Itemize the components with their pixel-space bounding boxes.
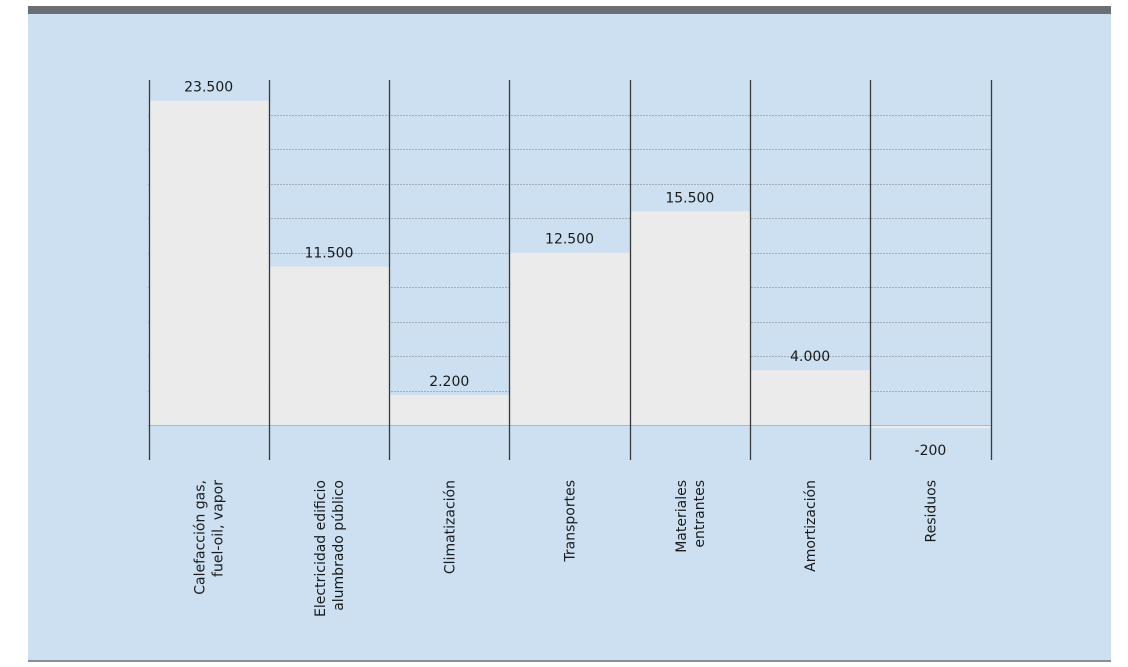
value-label: 15.500 (665, 190, 714, 206)
category-label: Transportes (563, 480, 579, 563)
category-label-line: Transportes (563, 480, 579, 563)
bar (871, 425, 991, 429)
bar (390, 395, 510, 426)
category-label: Amortización (803, 480, 819, 572)
category-label-line: Residuos (923, 480, 939, 543)
category-label: Electricidad edificio alumbrado público (313, 480, 347, 617)
category-label: Calefacción gas, fuel-oil, vapor (193, 480, 227, 595)
top-rule (28, 6, 1111, 14)
category-label-line: Electricidad edificio (313, 480, 329, 617)
category-label-line: Calefacción gas, (193, 480, 209, 595)
bar (510, 252, 630, 426)
value-label: 11.500 (304, 246, 353, 262)
bar (751, 370, 871, 426)
bar (630, 211, 750, 426)
column-dividers (148, 80, 993, 460)
category-label-line: Climatización (442, 480, 458, 574)
value-label: 2.200 (429, 374, 469, 390)
category-label-line: Materiales (674, 480, 690, 553)
bottom-rule (28, 660, 1111, 662)
bars (149, 100, 991, 429)
category-label: Climatización (442, 480, 458, 574)
value-label: 12.500 (545, 232, 594, 248)
value-label: 23.500 (184, 80, 233, 96)
category-label-line: alumbrado público (331, 480, 347, 611)
value-label: 4.000 (790, 349, 830, 365)
category-labels: Calefacción gas, fuel-oil, vapor Electrici… (193, 480, 940, 617)
category-label-line: entrantes (692, 480, 708, 548)
chart-panel: 23.500 11.500 2.200 12.500 15.500 4.000 -200 C… (28, 6, 1111, 662)
bar (149, 100, 269, 426)
bar (269, 266, 390, 426)
category-label: Residuos (923, 480, 939, 543)
bar-chart: 23.500 11.500 2.200 12.500 15.500 4.000 -200 C… (148, 80, 993, 617)
category-label-line: Amortización (803, 480, 819, 572)
category-label-line: fuel-oil, vapor (211, 480, 227, 577)
category-label: Materiales entrantes (674, 480, 708, 553)
value-labels: 23.500 11.500 2.200 12.500 15.500 4.000 -200 (184, 80, 946, 459)
value-label: -200 (915, 443, 947, 459)
